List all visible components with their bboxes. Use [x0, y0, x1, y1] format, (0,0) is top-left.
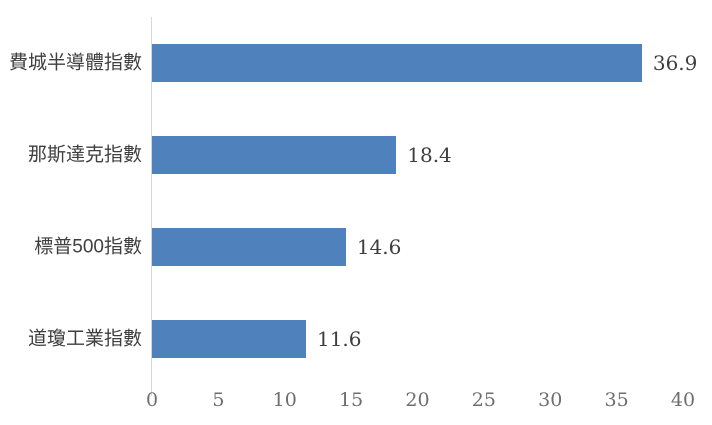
x-axis-tick-label: 5	[212, 389, 225, 411]
y-axis-line	[150, 17, 152, 396]
bar	[152, 227, 346, 266]
x-axis-tick-label: 25	[471, 389, 496, 411]
value-label: 14.6	[356, 234, 402, 259]
bar	[152, 43, 642, 82]
category-label: 道瓊工業指數	[27, 328, 142, 349]
value-label: 18.4	[407, 142, 452, 167]
x-axis-tick-label: 30	[538, 389, 563, 411]
bar	[152, 319, 306, 358]
x-axis-tick-label: 0	[145, 389, 159, 411]
x-axis-tick-label: 40	[670, 389, 696, 411]
category-label: 費城半導體指數	[8, 52, 142, 73]
x-axis-tick-label: 35	[604, 389, 629, 411]
x-axis-tick-label: 20	[405, 389, 430, 411]
category-label: 標普500指數	[34, 236, 142, 257]
value-label: 11.6	[316, 326, 362, 351]
x-axis-tick-label: 10	[272, 389, 297, 411]
value-label: 36.9	[652, 50, 698, 75]
category-label: 那斯達克指數	[27, 144, 142, 165]
x-axis-tick-label: 15	[339, 389, 364, 411]
bar	[152, 135, 397, 174]
